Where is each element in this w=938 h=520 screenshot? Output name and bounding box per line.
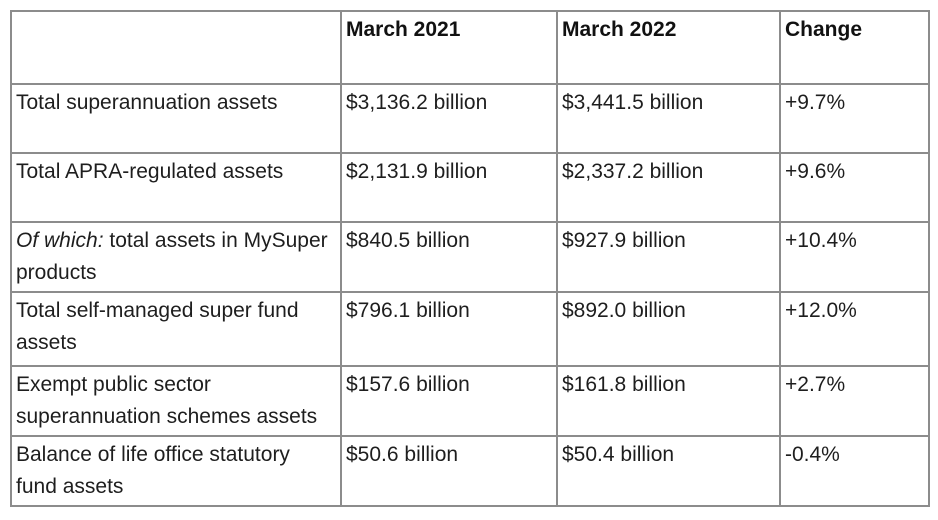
change-value: +12.0% bbox=[779, 291, 930, 367]
march-2021-value: $2,131.9 billion bbox=[340, 152, 558, 223]
table-row-exempt-public-sector: Exempt public sector superannuation sche… bbox=[10, 365, 930, 437]
table-row-total-superannuation: Total superannuation assets $3,136.2 bil… bbox=[10, 83, 930, 154]
row-label-cell: Total self-managed super fund assets bbox=[10, 291, 342, 367]
table-row-mysuper: Of which: total assets in MySuper produc… bbox=[10, 221, 930, 293]
table-header-row: March 2021 March 2022 Change bbox=[10, 10, 930, 85]
change-value: -0.4% bbox=[779, 435, 930, 507]
header-march-2021: March 2021 bbox=[340, 10, 558, 85]
row-label-cell: Total superannuation assets bbox=[10, 83, 342, 154]
row-label-cell: Exempt public sector superannuation sche… bbox=[10, 365, 342, 437]
change-value: +9.6% bbox=[779, 152, 930, 223]
march-2022-value: $161.8 billion bbox=[556, 365, 781, 437]
row-label-cell: Balance of life office statutory fund as… bbox=[10, 435, 342, 507]
march-2021-value: $3,136.2 billion bbox=[340, 83, 558, 154]
table-row-apra-regulated: Total APRA-regulated assets $2,131.9 bil… bbox=[10, 152, 930, 223]
march-2022-value: $927.9 billion bbox=[556, 221, 781, 293]
row-label-cell: Total APRA-regulated assets bbox=[10, 152, 342, 223]
march-2022-value: $50.4 billion bbox=[556, 435, 781, 507]
change-value: +2.7% bbox=[779, 365, 930, 437]
row-label-cell: Of which: total assets in MySuper produc… bbox=[10, 221, 342, 293]
march-2022-value: $892.0 billion bbox=[556, 291, 781, 367]
row-label-italic-prefix: Of which: bbox=[16, 229, 104, 252]
header-change: Change bbox=[779, 10, 930, 85]
march-2021-value: $50.6 billion bbox=[340, 435, 558, 507]
superannuation-assets-table: March 2021 March 2022 Change Total super… bbox=[10, 10, 930, 507]
table-row-life-office-statutory: Balance of life office statutory fund as… bbox=[10, 435, 930, 507]
change-value: +9.7% bbox=[779, 83, 930, 154]
march-2022-value: $2,337.2 billion bbox=[556, 152, 781, 223]
table-row-self-managed: Total self-managed super fund assets $79… bbox=[10, 291, 930, 367]
change-value: +10.4% bbox=[779, 221, 930, 293]
header-march-2022: March 2022 bbox=[556, 10, 781, 85]
march-2022-value: $3,441.5 billion bbox=[556, 83, 781, 154]
march-2021-value: $840.5 billion bbox=[340, 221, 558, 293]
row-label-text: total assets in MySuper products bbox=[16, 229, 328, 284]
header-empty-cell bbox=[10, 10, 342, 85]
march-2021-value: $157.6 billion bbox=[340, 365, 558, 437]
march-2021-value: $796.1 billion bbox=[340, 291, 558, 367]
